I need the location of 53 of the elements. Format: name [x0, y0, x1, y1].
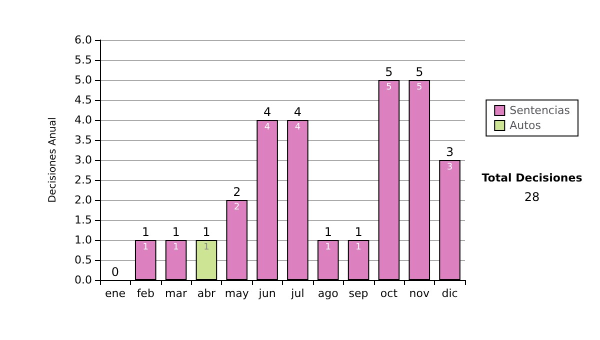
- total-label: 1: [354, 225, 362, 239]
- y-tick-label: 0.0: [74, 274, 92, 286]
- text: 28: [524, 190, 540, 204]
- data-label: 1: [173, 242, 179, 252]
- y-tick-label: 3.0: [74, 154, 92, 166]
- x-tick-label: mar: [165, 287, 188, 300]
- data-label: 1: [356, 242, 362, 252]
- total-label: 4: [263, 105, 272, 119]
- y-tick-label: 5.5: [74, 54, 92, 66]
- text: Total Decisiones: [482, 172, 583, 184]
- y-tick-label: 1.5: [74, 214, 92, 226]
- total-label: 3: [446, 145, 454, 159]
- x-tick-label: dic: [442, 287, 458, 300]
- total-label: 1: [142, 225, 150, 239]
- total-label: 5: [416, 65, 424, 79]
- data-label: 3: [446, 162, 453, 172]
- x-tick-label: oct: [380, 287, 398, 300]
- y-tick-label: 4.0: [74, 114, 92, 126]
- total-label: 1: [172, 225, 180, 239]
- data-label: 5: [386, 82, 392, 92]
- x-tick-label: jul: [290, 287, 304, 300]
- legend-label: Sentencias: [510, 104, 570, 117]
- x-tick-label: abr: [197, 287, 216, 300]
- data-label: 5: [416, 82, 422, 92]
- data-label: 4: [264, 122, 270, 132]
- y-tick-label: 2.5: [74, 174, 92, 186]
- x-tick-label: ene: [104, 287, 126, 300]
- y-tick-label: 6.0: [74, 34, 92, 46]
- y-tick-label: 2.0: [74, 194, 92, 206]
- y-tick-label: 1.0: [74, 234, 92, 246]
- total-label: 0: [111, 265, 120, 279]
- y-tick-label: 3.5: [74, 134, 92, 146]
- data-label: 1: [142, 242, 148, 252]
- y-tick-label: 5.0: [74, 74, 92, 86]
- y-axis-title: Decisiones Anual: [48, 117, 58, 203]
- y-tick-label: 0.5: [74, 254, 92, 266]
- y-tick-label: 4.5: [74, 94, 92, 106]
- total-label: 2: [233, 185, 241, 199]
- x-tick-label: nov: [409, 287, 430, 300]
- legend-label: Autos: [510, 119, 542, 132]
- data-label: 1: [325, 242, 331, 252]
- x-tick-label: sep: [348, 287, 368, 300]
- x-tick-label: may: [224, 287, 250, 300]
- data-label: 2: [234, 202, 240, 212]
- total-label: 1: [324, 225, 332, 239]
- x-tick-label: feb: [136, 287, 154, 300]
- total-label: 5: [385, 65, 393, 79]
- data-label: 4: [294, 122, 301, 132]
- x-tick-label: ago: [318, 287, 339, 300]
- total-label: 1: [202, 225, 210, 239]
- data-label: 1: [204, 242, 210, 252]
- total-label: 4: [294, 105, 302, 119]
- x-tick-label: jun: [258, 287, 276, 300]
